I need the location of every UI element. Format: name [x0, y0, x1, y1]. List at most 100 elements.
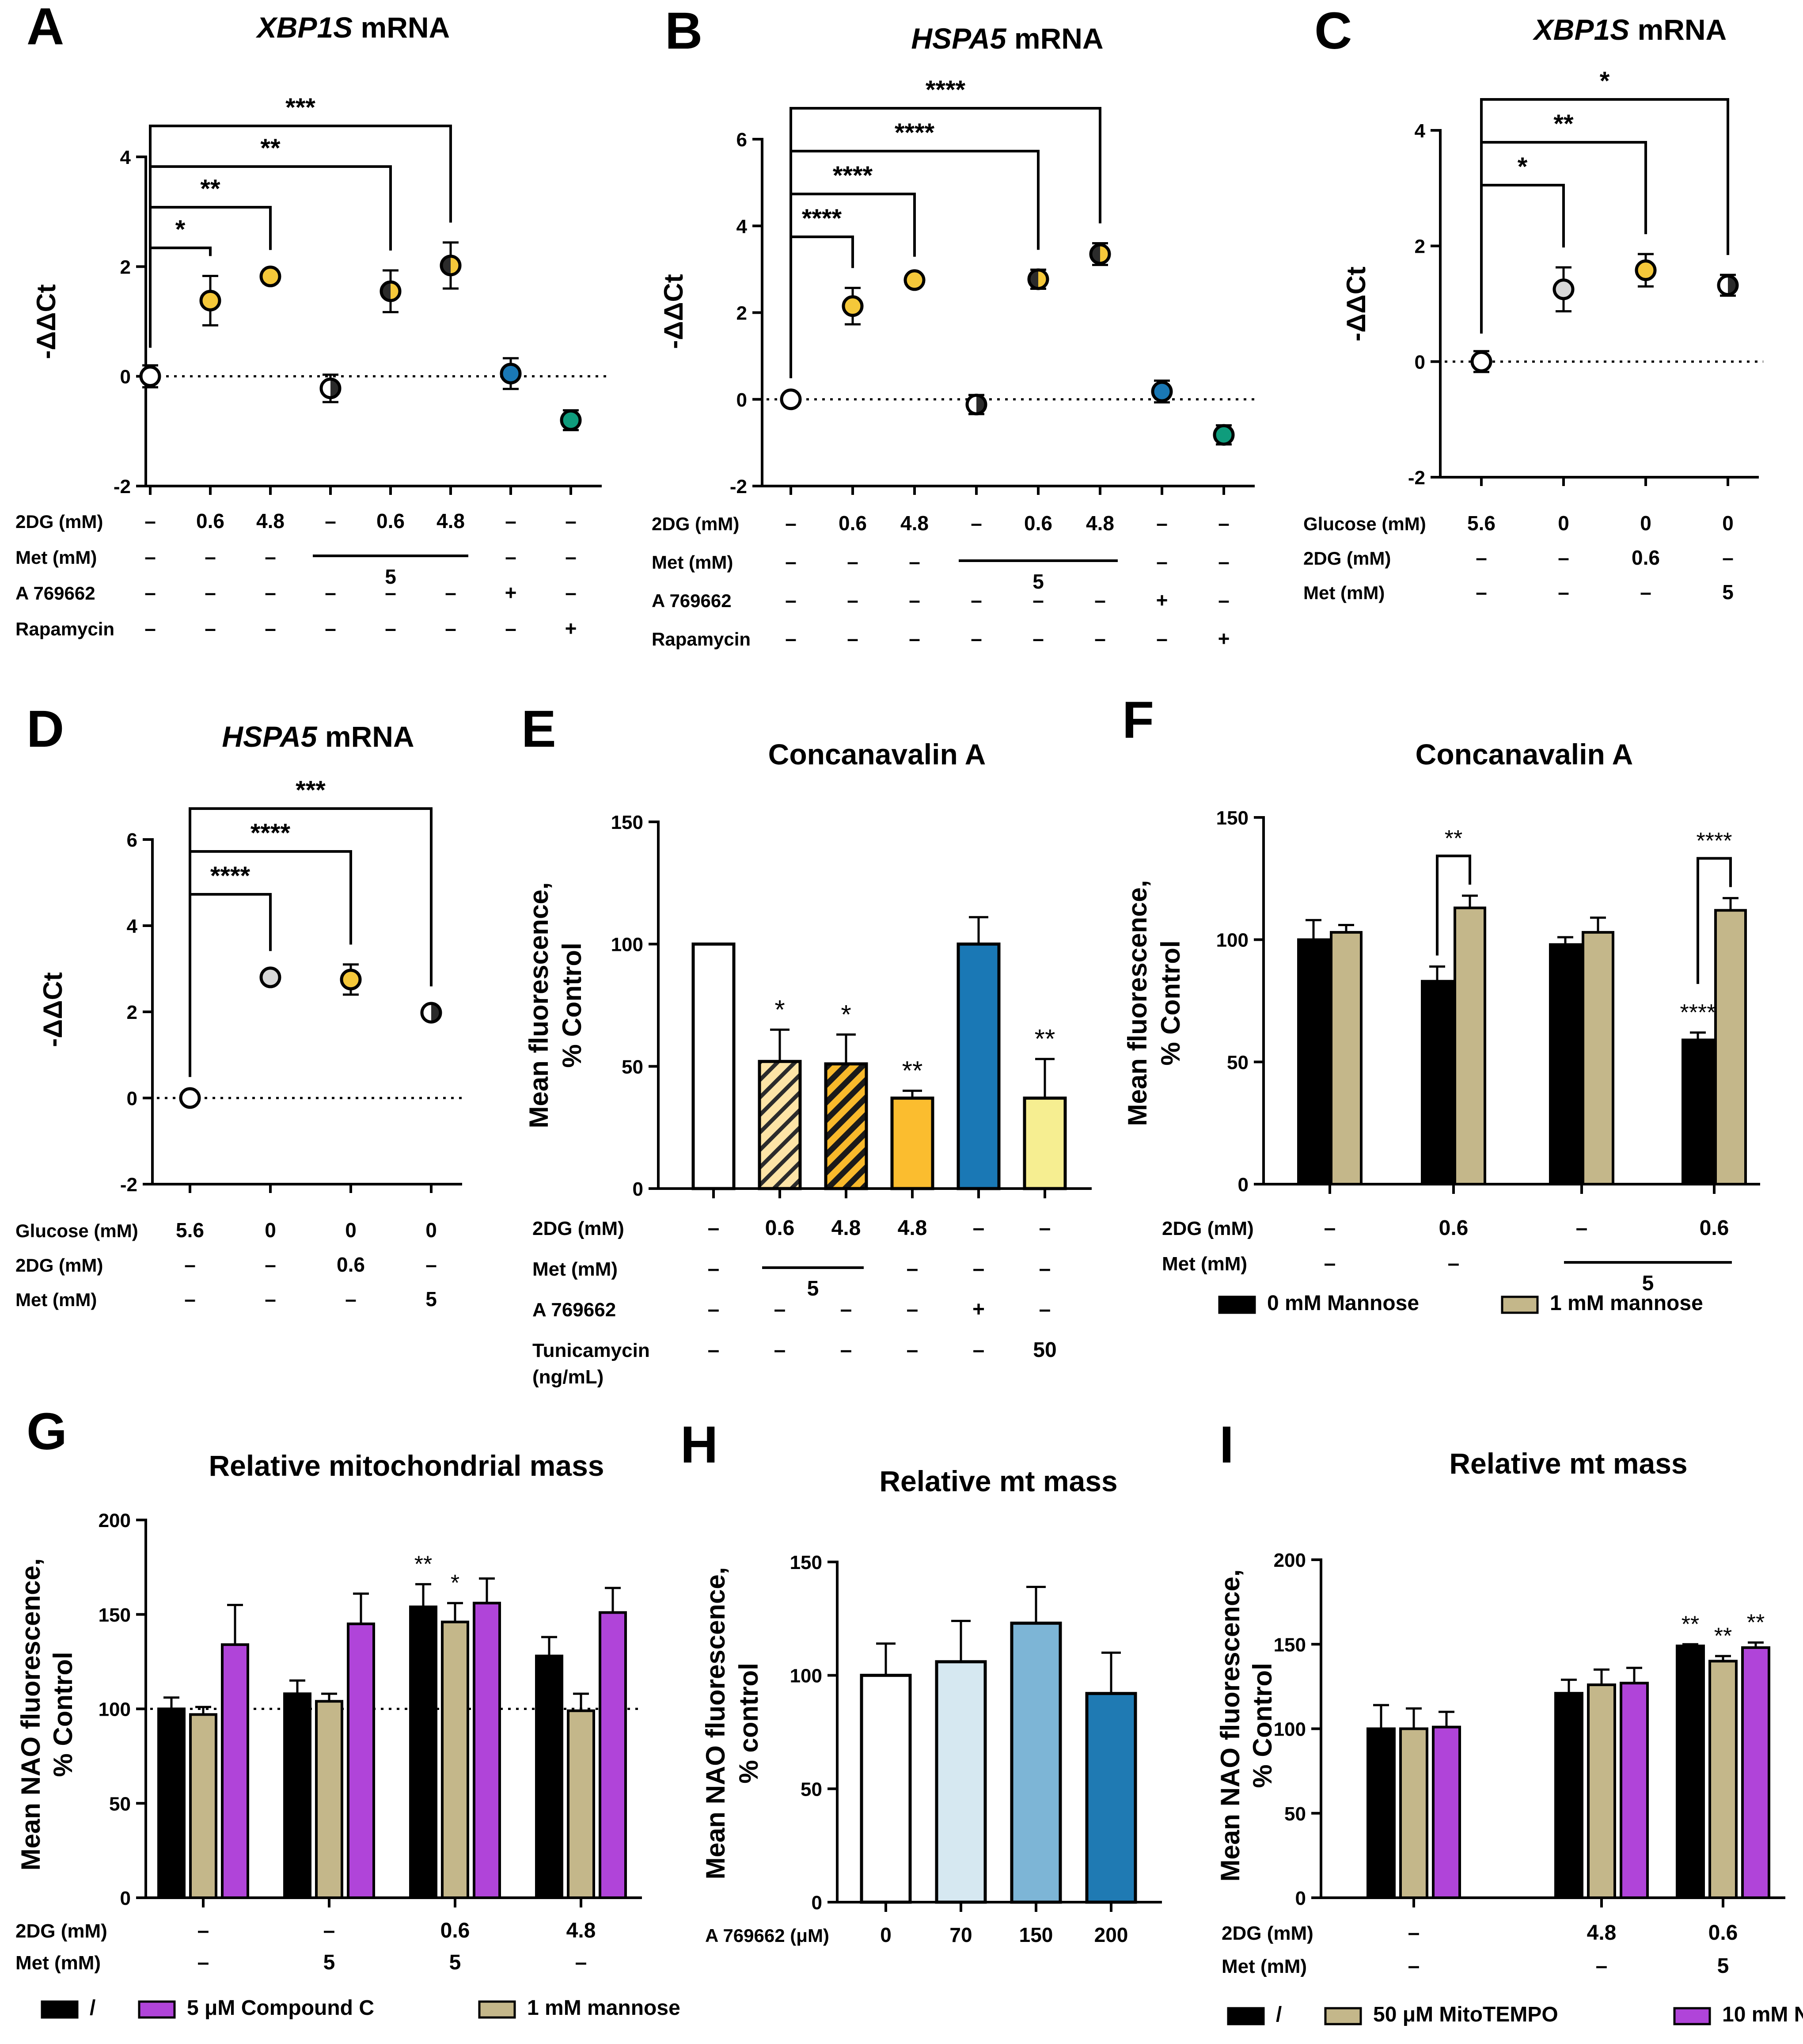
table-cell: – [907, 1338, 919, 1362]
significance-bracket [790, 107, 1101, 378]
table-cell: – [197, 1919, 209, 1942]
y-tick-label: 0 [1238, 1174, 1249, 1196]
table-cell: 0 [265, 1219, 276, 1242]
y-tick-label: 2 [120, 256, 131, 278]
y-axis-label: Mean NAO fluorescence, [701, 1567, 730, 1880]
bar [1010, 1622, 1062, 1904]
table-cell: – [1094, 627, 1106, 650]
data-point [319, 377, 342, 399]
data-point [1552, 278, 1575, 300]
significance-label: * [1518, 152, 1528, 181]
y-axis-label: Mean NAO fluorescence, [1215, 1569, 1245, 1882]
table-cell: – [325, 617, 336, 640]
table-cell: + [972, 1298, 985, 1321]
chart-title: Relative mt mass [1449, 1447, 1687, 1480]
table-cell: + [565, 617, 577, 640]
table-cell: 4.8 [898, 1216, 927, 1240]
significance-label: **** [210, 862, 251, 890]
table-cell: 0.6 [765, 1216, 795, 1240]
table-cell: 0.6 [376, 509, 405, 532]
data-point [560, 409, 582, 431]
table-cell: – [971, 512, 982, 535]
table-cell: – [505, 617, 516, 640]
y-tick-label: 0 [120, 1888, 131, 1909]
chart-title: HSPA5 mRNA [911, 22, 1103, 55]
table-cell: – [1324, 1216, 1336, 1240]
table-cell: + [1156, 589, 1168, 612]
panel-letter: E [521, 700, 556, 758]
table-cell: 0.6 [440, 1919, 470, 1942]
chart-title: Relative mt mass [879, 1465, 1117, 1497]
table-cell: – [1576, 1216, 1588, 1240]
bar [1582, 931, 1614, 1185]
panel-h: H Relative mt mass Mean NAO fluorescence,%… [680, 1416, 1162, 1946]
table-cell: – [708, 1257, 720, 1280]
table-row-label: Glucose (mM) [1303, 513, 1426, 534]
legend-swatch [1218, 1296, 1256, 1314]
table-cell: – [847, 550, 858, 573]
table-row-label: 2DG (mM) [15, 1920, 107, 1942]
y-axis-label: -ΔΔCt [38, 972, 68, 1047]
significance-label: *** [296, 776, 326, 805]
table-cell: – [973, 1338, 985, 1362]
y-tick-label: 4 [120, 147, 131, 168]
significance-bracket [149, 125, 452, 348]
panel-letter: C [1314, 2, 1352, 60]
y-tick-label: 2 [736, 303, 747, 324]
y-tick-label: 6 [736, 129, 747, 151]
table-cell: – [785, 512, 797, 535]
table-cell: – [325, 509, 336, 532]
table-cell: – [909, 627, 920, 650]
chart-title-suffix: mRNA [353, 11, 450, 44]
data-point [1635, 259, 1657, 281]
legend-label: 10 mM NAC [1722, 2003, 1803, 2026]
significance-label: **** [1680, 1000, 1716, 1026]
table-cell: – [1640, 581, 1651, 604]
table-row-label: Rapamycin [652, 629, 751, 650]
table-cell: – [1408, 1954, 1420, 1978]
legend-swatch [1227, 2007, 1265, 2025]
y-tick-label: -2 [1408, 467, 1425, 489]
table-cell: 0.6 [1700, 1216, 1729, 1240]
table-cell: – [445, 617, 456, 640]
table-cell: 4.8 [566, 1919, 596, 1942]
y-tick-label: 6 [127, 829, 137, 851]
significance-bracket [189, 807, 433, 1077]
significance-label: ** [414, 1551, 432, 1577]
bar [221, 1643, 249, 1899]
bar [567, 1709, 595, 1899]
y-tick-label: 2 [1415, 236, 1425, 258]
y-tick-label: 150 [611, 812, 643, 833]
table-cell: – [971, 589, 982, 612]
table-cell: 0.6 [196, 509, 224, 532]
bar [1297, 938, 1330, 1186]
bar [935, 1660, 987, 1904]
x-tick-label: 0 [880, 1923, 892, 1946]
table-cell: 0 [1558, 512, 1569, 535]
table-cell: – [909, 589, 920, 612]
table-cell: – [774, 1298, 786, 1321]
bar [315, 1700, 343, 1899]
y-tick-label: 100 [1274, 1719, 1306, 1740]
bar [1432, 1725, 1461, 1900]
table-row-label: Met (mM) [15, 1289, 97, 1310]
data-point [139, 365, 161, 388]
bar [1085, 1692, 1137, 1904]
y-axis-label: Mean NAO fluorescence, [16, 1558, 46, 1871]
table-cell: 0 [1640, 512, 1651, 535]
y-axis-label: -ΔΔCt [31, 284, 61, 359]
table-cell: – [325, 581, 336, 604]
panel-d: D HSPA5 mRNA-ΔΔCt-20246***********Glucose… [15, 700, 467, 1311]
data-point [259, 966, 281, 988]
table-cell: 4.8 [900, 512, 929, 535]
table-row-label: Met (mM) [1303, 582, 1385, 603]
data-point [199, 289, 221, 312]
table-cell: – [1156, 627, 1168, 650]
data-point [1151, 380, 1173, 403]
bar [1454, 906, 1486, 1186]
chart-title-gene: HSPA5 [911, 22, 1006, 55]
significance-label: * [451, 1570, 459, 1596]
y-axis-label: -ΔΔCt [659, 274, 688, 349]
bar [535, 1654, 563, 1900]
y-tick-label: 100 [99, 1699, 131, 1721]
